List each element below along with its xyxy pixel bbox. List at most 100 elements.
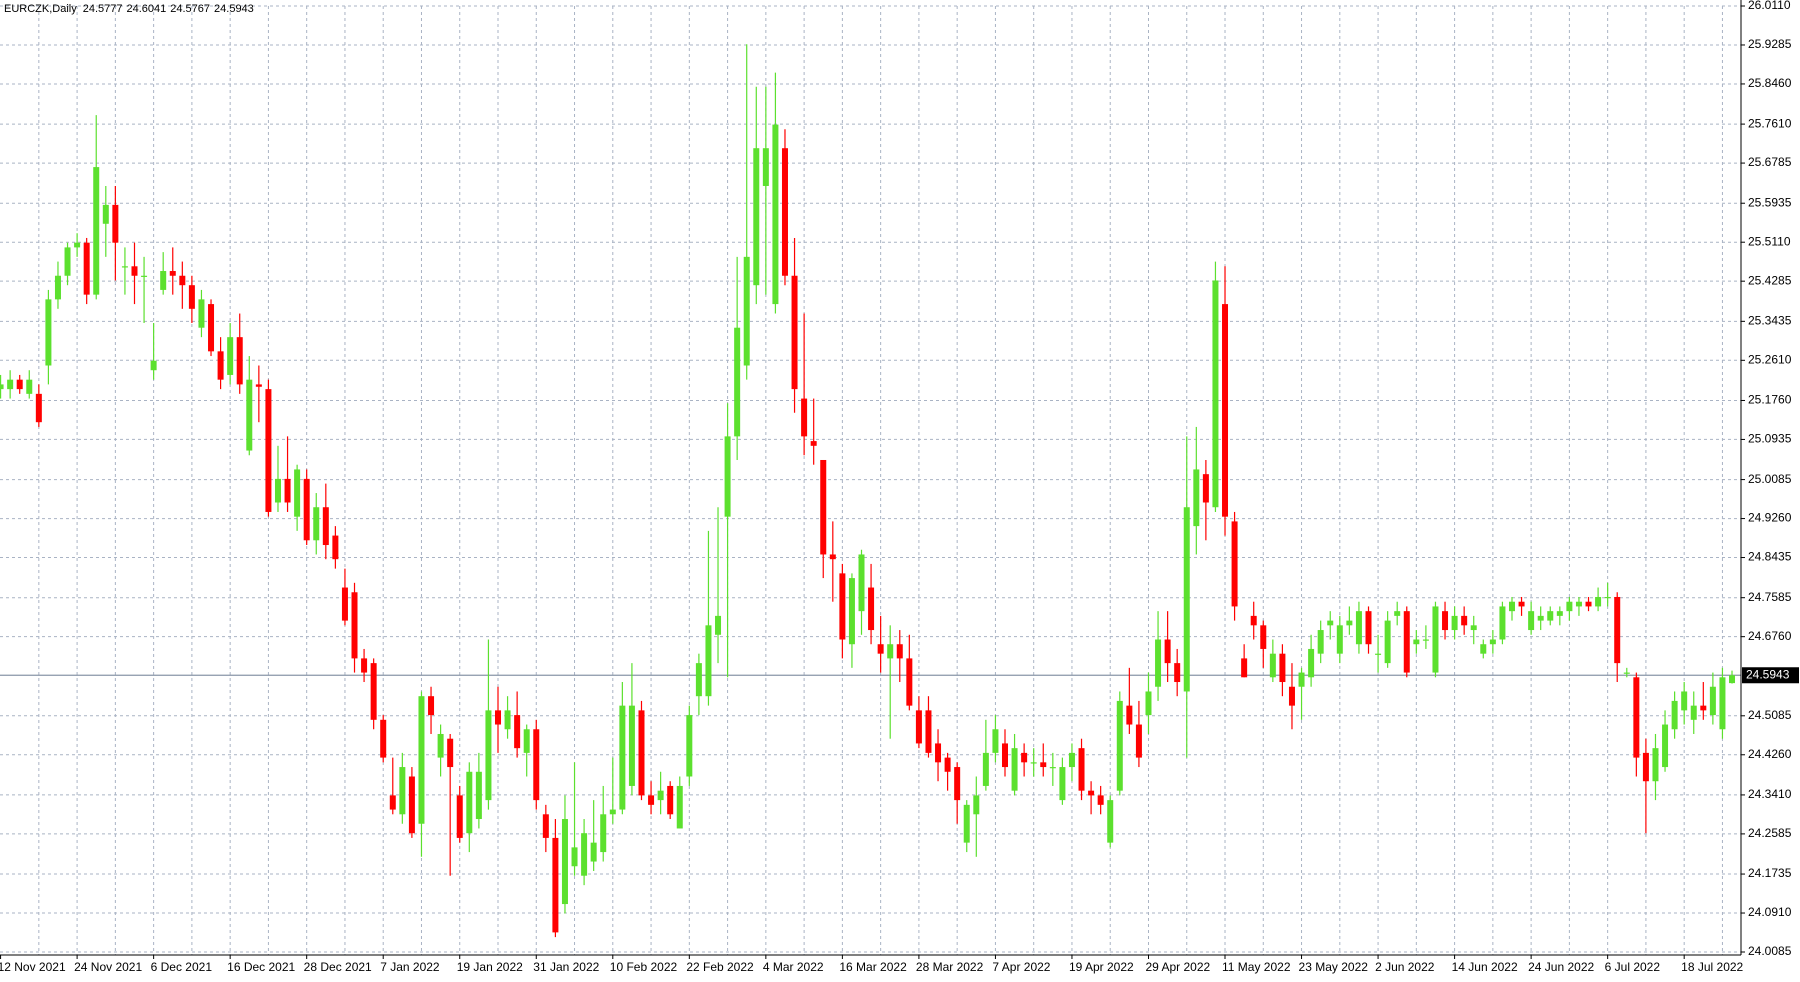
candle-body (1470, 625, 1477, 631)
x-tick-label: 16 Mar 2022 (839, 960, 907, 974)
candle-body (734, 327, 741, 437)
candle-body (963, 804, 970, 843)
x-tick-label: 6 Jul 2022 (1605, 960, 1661, 974)
candle-body (1346, 620, 1353, 626)
x-tick-label: 2 Jun 2022 (1375, 960, 1435, 974)
candle-body (341, 587, 348, 621)
x-tick-label: 19 Jan 2022 (457, 960, 523, 974)
candle-body (1288, 686, 1295, 706)
candle-body (1279, 653, 1286, 683)
y-tick-label: 24.8435 (1748, 550, 1792, 564)
candle-body (141, 275, 148, 277)
x-tick-label: 16 Dec 2021 (227, 960, 295, 974)
x-tick-label: 28 Dec 2021 (304, 960, 372, 974)
y-tick-label: 25.0935 (1748, 432, 1792, 446)
y-tick-label: 25.5935 (1748, 195, 1792, 209)
candle-body (619, 705, 626, 810)
candle-body (609, 809, 616, 815)
candle-body (112, 204, 119, 243)
candle-body (581, 833, 588, 876)
x-tick-label: 12 Nov 2021 (0, 960, 66, 974)
candle-body (667, 785, 674, 815)
candle-body (0, 384, 4, 390)
candle-body (284, 478, 291, 503)
candle-body (1030, 762, 1037, 764)
candle-body (169, 271, 176, 276)
candle-body (418, 696, 425, 824)
candle-body (1202, 474, 1209, 503)
x-tick-label: 24 Jun 2022 (1528, 960, 1594, 974)
candle-body (322, 507, 329, 546)
y-tick-label: 24.0910 (1748, 905, 1792, 919)
candle-body (1489, 639, 1496, 645)
candle-body (217, 351, 224, 380)
candle-body (64, 247, 71, 276)
x-tick-label: 7 Apr 2022 (992, 960, 1050, 974)
candle-body (351, 592, 358, 659)
candle-body (638, 710, 645, 796)
x-tick-label: 29 Apr 2022 (1145, 960, 1210, 974)
candle-body (227, 337, 234, 375)
candle-body (925, 710, 932, 753)
x-tick-label: 4 Mar 2022 (763, 960, 824, 974)
y-tick-label: 25.1760 (1748, 393, 1792, 407)
candle-body (676, 785, 683, 829)
candle-body (1566, 601, 1573, 612)
candle-body (1480, 644, 1487, 654)
candles (0, 44, 1736, 938)
y-tick-label: 24.4260 (1748, 747, 1792, 761)
x-tick-label: 24 Nov 2021 (74, 960, 142, 974)
candle-body (1403, 611, 1410, 673)
candle-body (1193, 469, 1200, 527)
candle-body (26, 379, 33, 394)
candle-body (208, 304, 215, 352)
candle-body (1145, 691, 1152, 716)
candle-body (1642, 752, 1649, 782)
candle-body (973, 795, 980, 815)
candle-body (561, 819, 568, 905)
candle-body (466, 771, 473, 834)
candle-body (1556, 611, 1563, 616)
candle-body (1375, 653, 1382, 655)
candle-body (1059, 767, 1066, 801)
x-tick-label: 23 May 2022 (1299, 960, 1369, 974)
candle-body (590, 842, 597, 862)
candle-body (370, 663, 377, 720)
chart-header: EURCZK,Daily 24.5777 24.6041 24.5767 24.5943 (4, 3, 254, 15)
open: 24.5777 (83, 3, 123, 15)
candle-body (1442, 611, 1449, 631)
candle-body (35, 393, 42, 423)
candle-body (829, 554, 836, 560)
candle-body (1269, 653, 1276, 678)
candle-body (1097, 795, 1104, 805)
candle-body (7, 379, 14, 390)
candle-body (1681, 691, 1688, 711)
candle-body (982, 752, 989, 786)
candle-body (1308, 648, 1315, 678)
candle-body (915, 710, 922, 744)
candle-body (523, 729, 530, 753)
candle-body (1164, 639, 1171, 664)
candle-body (1155, 639, 1162, 687)
candle-body (1250, 615, 1257, 626)
y-tick-label: 25.7610 (1748, 116, 1792, 130)
candle-body (294, 469, 301, 517)
candle-body (475, 771, 482, 820)
candle-body (179, 275, 186, 286)
candle-body (1595, 596, 1602, 607)
x-tick-label: 18 Jul 2022 (1681, 960, 1743, 974)
candle-body (1355, 611, 1362, 645)
high: 24.6041 (127, 3, 167, 15)
candle-body (715, 615, 722, 635)
candle-body (1040, 762, 1047, 768)
candle-body (1021, 752, 1028, 763)
y-tick-label: 25.6785 (1748, 155, 1792, 169)
candle-body (380, 719, 387, 758)
candle-body (954, 767, 961, 801)
candle-body (495, 710, 502, 725)
candle-body (361, 658, 368, 673)
candle-body (801, 398, 808, 437)
candle-body (935, 743, 942, 763)
